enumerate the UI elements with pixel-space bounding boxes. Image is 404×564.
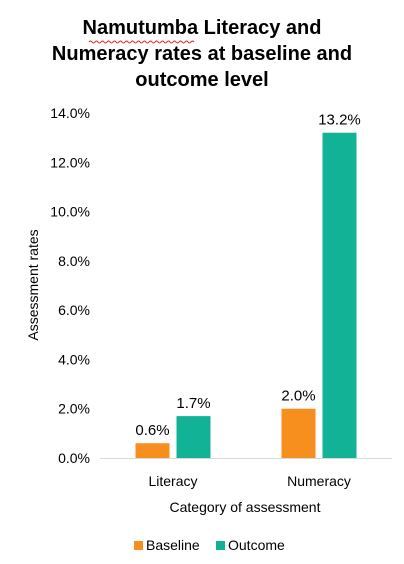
- x-axis-title: Category of assessment: [170, 499, 321, 515]
- legend-swatch-outcome: [216, 541, 225, 550]
- legend-swatch-baseline: [134, 541, 143, 550]
- y-tick-label: 2.0%: [58, 401, 90, 417]
- legend: Baseline Outcome: [134, 537, 285, 553]
- y-tick-label: 8.0%: [58, 253, 90, 269]
- chart-title-line-2: Numeracy rates at baseline and: [52, 43, 352, 65]
- title-spell-underline: [88, 40, 195, 44]
- data-label-numeracy-outcome: 13.2%: [318, 112, 361, 129]
- x-tick-label: Numeracy: [287, 473, 351, 489]
- chart-title-line-3: outcome level: [135, 69, 268, 91]
- bar-literacy-outcome: [176, 416, 211, 458]
- y-tick-label: 12.0%: [50, 154, 90, 170]
- x-axis-tick-labels: Literacy Numeracy: [148, 473, 350, 489]
- chart-title-line-1: Namutumba Literacy and: [83, 17, 322, 39]
- bar-numeracy-outcome: [322, 132, 357, 458]
- x-tick-label: Literacy: [148, 473, 197, 489]
- bar-numeracy-baseline: [281, 408, 316, 458]
- y-tick-label: 10.0%: [50, 204, 90, 220]
- y-axis-tick-labels: 0.0% 2.0% 4.0% 6.0% 8.0% 10.0% 12.0% 14.0%: [50, 105, 90, 466]
- y-tick-label: 0.0%: [58, 450, 90, 466]
- data-labels: 0.6% 1.7% 2.0% 13.2%: [135, 112, 360, 440]
- data-label-literacy-outcome: 1.7%: [176, 395, 210, 412]
- legend-label-baseline: Baseline: [146, 537, 200, 553]
- bar-literacy-baseline: [135, 443, 170, 458]
- y-tick-label: 6.0%: [58, 302, 90, 318]
- y-axis-title: Assessment rates: [25, 229, 41, 340]
- data-label-numeracy-baseline: 2.0%: [281, 388, 315, 405]
- data-label-literacy-baseline: 0.6%: [135, 422, 169, 439]
- bars: [135, 132, 357, 458]
- y-tick-label: 4.0%: [58, 351, 90, 367]
- chart-title: Namutumba Literacy and Numeracy rates at…: [52, 17, 352, 91]
- y-tick-label: 14.0%: [50, 105, 90, 121]
- legend-label-outcome: Outcome: [228, 537, 285, 553]
